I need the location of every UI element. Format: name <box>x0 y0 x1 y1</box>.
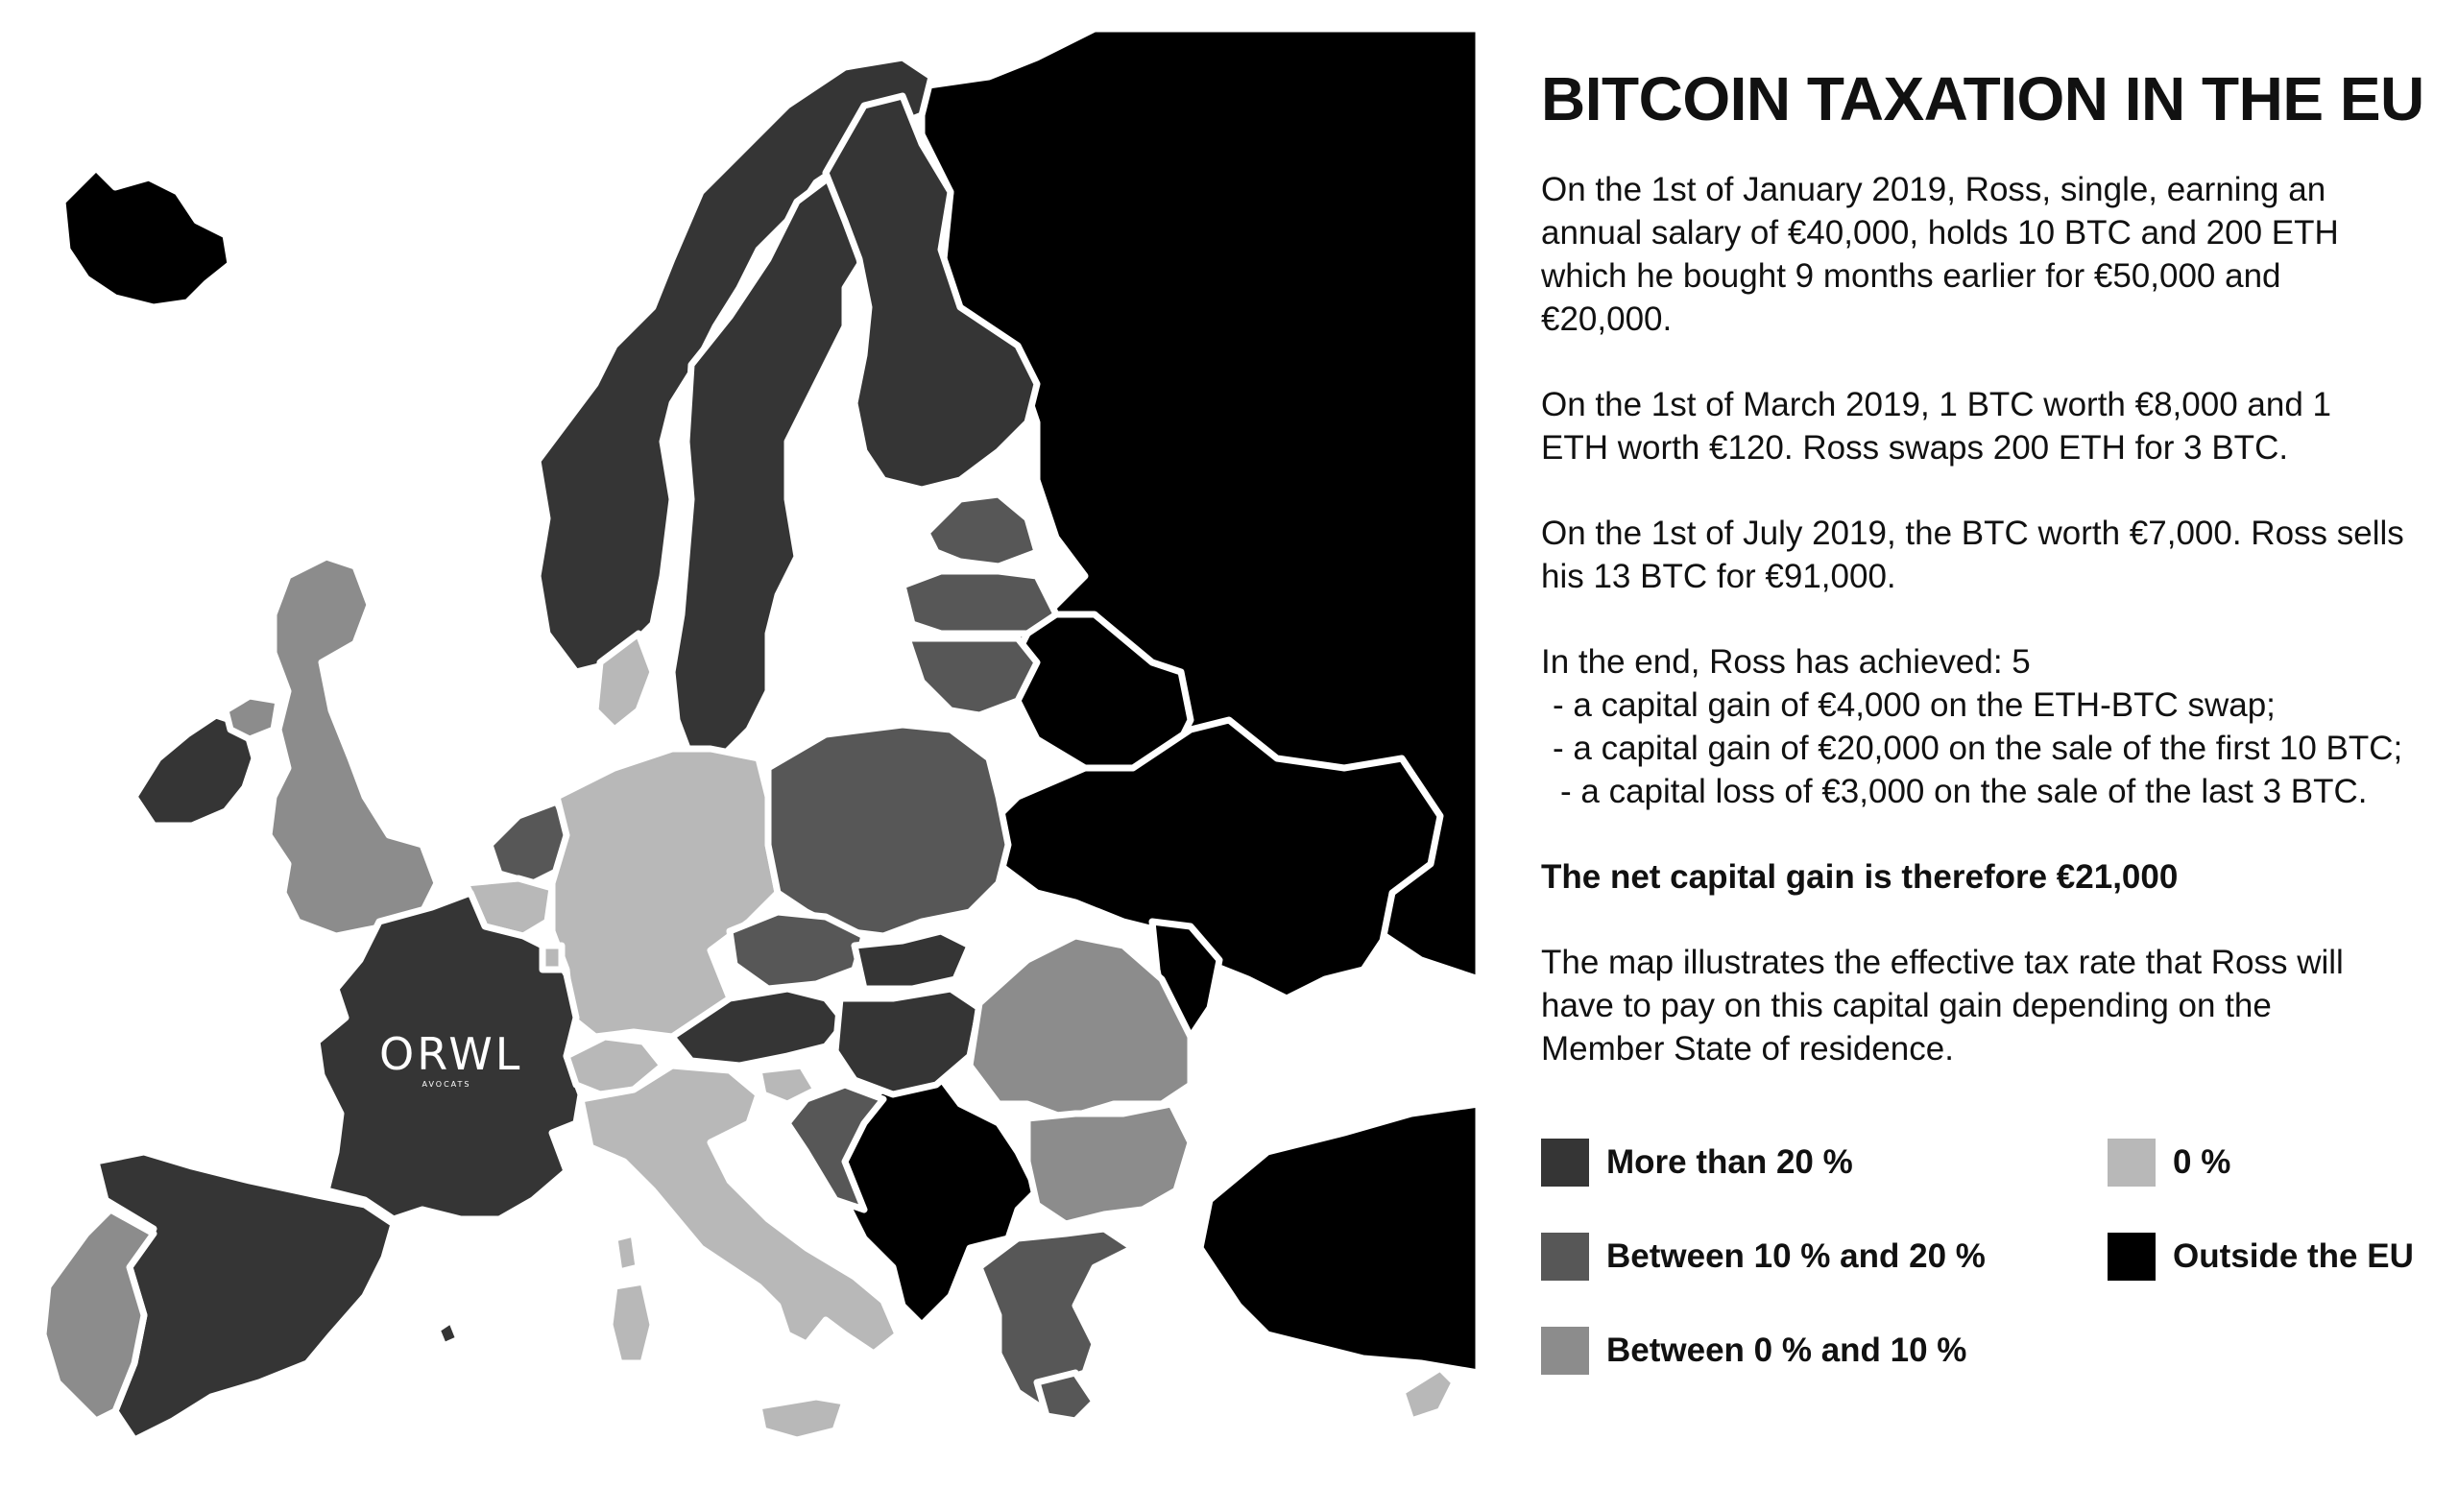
europe-map: ORWL AVOCATS <box>39 29 1479 1444</box>
paragraph-6: The map illustrates the effective tax ra… <box>1541 941 2434 1070</box>
region-ireland <box>131 711 258 829</box>
region-slovakia <box>851 927 974 993</box>
map-legend: More than 20 % 0 % Between 10 % and 20 %… <box>1541 1138 2434 1426</box>
legend-item-zero: 0 % <box>2108 1138 2230 1188</box>
logo-wordmark: ORWL <box>379 1028 523 1080</box>
region-bulgaria <box>1024 1100 1194 1228</box>
region-corsica <box>611 1230 642 1276</box>
net-gain-text: The net capital gain is therefore €21,00… <box>1541 858 2179 897</box>
region-sicily <box>755 1393 849 1444</box>
region-slovenia <box>755 1062 820 1108</box>
paragraph-4: In the end, Ross has achieved: 5 - a cap… <box>1541 640 2434 813</box>
region-crete <box>1033 1369 1098 1425</box>
region-croatia <box>783 1081 887 1213</box>
paragraph-3-line: On the 1st of July 2019, the BTC worth €… <box>1541 515 2404 553</box>
paragraph-1: On the 1st of January 2019, Ross, single… <box>1541 168 2434 341</box>
paragraph-2-line: ETH worth €120. Ross swaps 200 ETH for 3… <box>1541 429 2289 468</box>
paragraph-3: On the 1st of July 2019, the BTC worth €… <box>1541 512 2434 598</box>
orwl-logo: ORWL AVOCATS <box>379 1028 523 1089</box>
region-malta <box>433 1316 463 1350</box>
legend-swatch <box>2108 1233 2156 1281</box>
info-panel: BITCOIN TAXATION IN THE EU On the 1st of… <box>1541 64 2434 1113</box>
region-denmark <box>591 630 657 733</box>
paragraph-1-line: which he bought 9 months earlier for €50… <box>1541 257 2281 296</box>
paragraph-6-line: The map illustrates the effective tax ra… <box>1541 944 2344 982</box>
region-sardinia <box>606 1278 657 1367</box>
legend-swatch <box>1541 1327 1589 1375</box>
region-italy <box>577 1062 902 1357</box>
region-france <box>313 889 585 1223</box>
region-latvia <box>899 567 1060 637</box>
region-estonia <box>923 491 1041 570</box>
region-cyprus <box>1398 1364 1458 1425</box>
region-romania <box>966 932 1194 1122</box>
paragraph-1-line: On the 1st of January 2019, Ross, single… <box>1541 171 2326 209</box>
region-poland <box>764 721 1012 940</box>
legend-label: 0 % <box>2173 1143 2231 1181</box>
paragraph-6-line: Member State of residence. <box>1541 1030 1954 1068</box>
legend-label: More than 20 % <box>1606 1143 1853 1181</box>
region-ukraine <box>985 716 1444 1002</box>
paragraph-4-bullet: - a capital gain of €20,000 on the sale … <box>1553 730 2403 768</box>
paragraph-4-line: In the end, Ross has achieved: 5 <box>1541 643 2031 682</box>
page-title: BITCOIN TAXATION IN THE EU <box>1541 64 2424 133</box>
region-balkans-nonEU <box>841 1062 1041 1329</box>
net-gain-statement: The net capital gain is therefore €21,00… <box>1541 855 2434 899</box>
region-portugal <box>39 1206 157 1425</box>
region-luxembourg <box>539 942 566 973</box>
region-finland <box>822 92 1041 493</box>
paragraph-6-line: have to pay on this capital gain dependi… <box>1541 987 2272 1025</box>
legend-item-between-0-10: Between 0 % and 10 % <box>1541 1326 1966 1376</box>
paragraph-2: On the 1st of March 2019, 1 BTC worth €8… <box>1541 383 2434 469</box>
region-greece <box>976 1225 1137 1415</box>
legend-item-between-10-20: Between 10 % and 20 % <box>1541 1232 1986 1282</box>
legend-swatch <box>2108 1139 2156 1187</box>
region-uk <box>265 553 441 940</box>
legend-label: Between 10 % and 20 % <box>1606 1237 1986 1275</box>
legend-item-outside-eu: Outside the EU <box>2108 1232 2414 1282</box>
region-turkey <box>1196 1100 1479 1377</box>
legend-item-more-than-20: More than 20 % <box>1541 1138 1853 1188</box>
paragraph-2-line: On the 1st of March 2019, 1 BTC worth €8… <box>1541 386 2331 424</box>
paragraph-4-bullet: - a capital loss of €3,000 on the sale o… <box>1560 773 2368 811</box>
region-czechia <box>726 908 868 993</box>
legend-label: Between 0 % and 10 % <box>1606 1332 1967 1369</box>
region-iceland <box>59 164 234 311</box>
paragraph-3-line: his 13 BTC for €91,000. <box>1541 558 1896 596</box>
region-northern-ireland <box>222 692 282 743</box>
paragraph-1-line: €20,000. <box>1541 300 1673 339</box>
paragraph-4-bullet: - a capital gain of €4,000 on the ETH-BT… <box>1553 686 2276 725</box>
legend-swatch <box>1541 1233 1589 1281</box>
region-hungary <box>831 985 983 1098</box>
legend-label: Outside the EU <box>2173 1237 2414 1275</box>
europe-map-svg <box>39 29 1479 1444</box>
paragraph-1-line: annual salary of €40,000, holds 10 BTC a… <box>1541 214 2339 252</box>
region-lithuania <box>904 635 1041 719</box>
logo-subtitle: AVOCATS <box>422 1080 471 1089</box>
legend-swatch <box>1541 1139 1589 1187</box>
